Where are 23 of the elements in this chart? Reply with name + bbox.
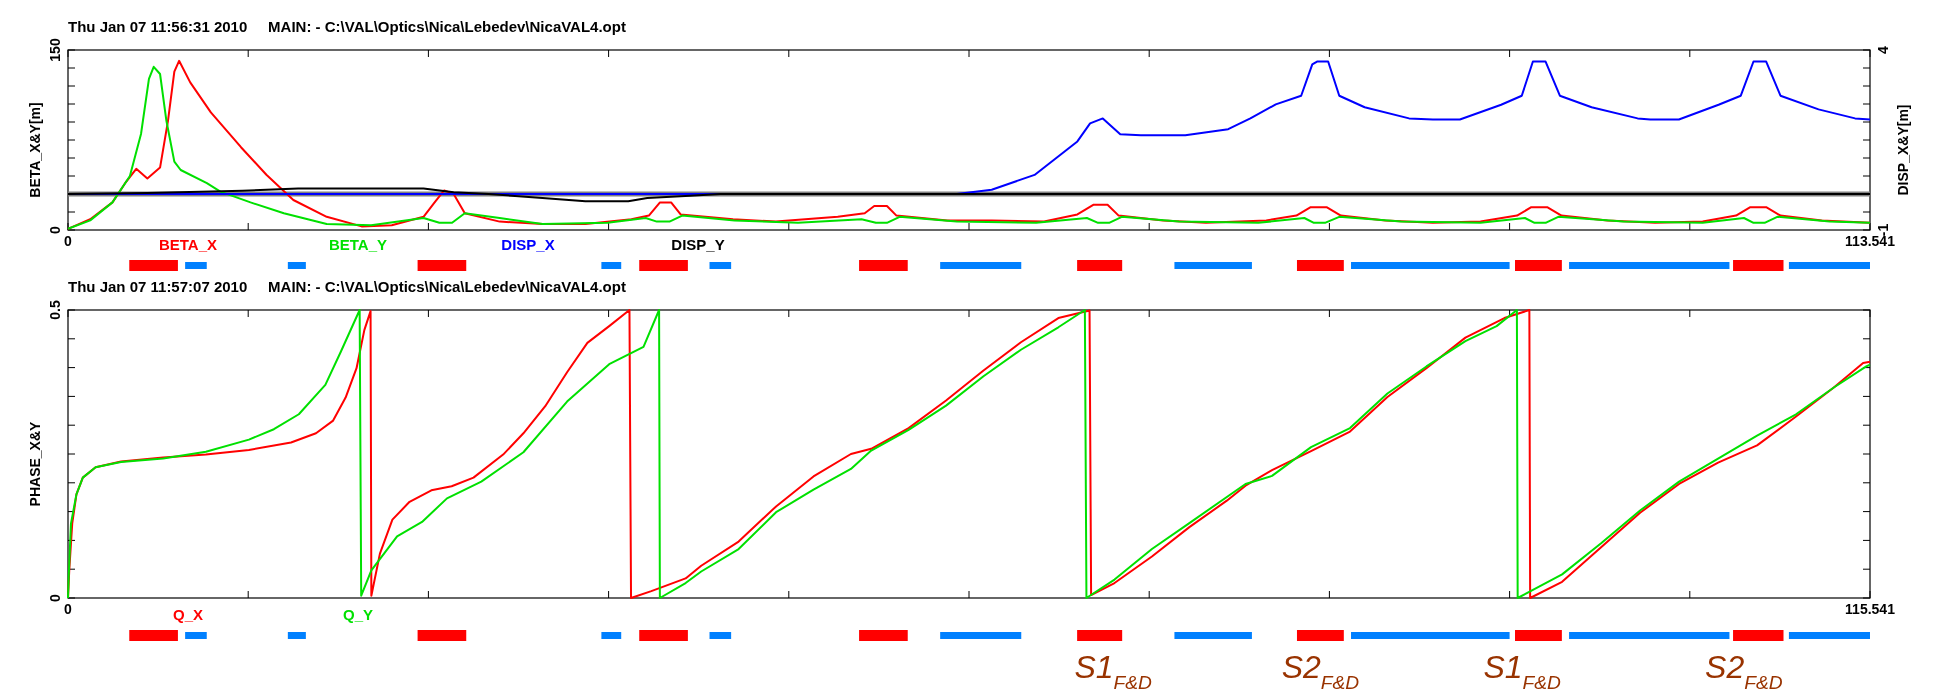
- line-series: [67, 309, 1871, 599]
- text: S1$_{F&D}$: [1483, 649, 1562, 693]
- text: DISP_X: [501, 236, 555, 253]
- y-tick-label: 0: [47, 225, 63, 234]
- series-label: Q_Y: [342, 606, 374, 623]
- y2-tick-label: 4: [1875, 45, 1891, 54]
- y-axis-title: BETA_X&Y[m]: [27, 102, 43, 198]
- text: DISP_Y: [671, 236, 725, 253]
- y-tick-label: 150: [47, 38, 63, 62]
- text: Q_X: [172, 606, 204, 623]
- y-tick-label: 0.5: [47, 300, 63, 320]
- y-tick-label: 0: [47, 593, 63, 602]
- text: S2$_{F&D}$: [1281, 649, 1360, 693]
- x-tick-label: 115.541: [1845, 601, 1896, 617]
- series-label: BETA_Y: [328, 236, 388, 253]
- text: S1$_{F&D}$: [1074, 649, 1153, 693]
- chart-title: Thu Jan 07 11:57:07 2010 MAIN: - C:\VAL\Optics\Nica\Lebedev\NicaVAL4.opt: [68, 278, 626, 295]
- text: BETA_X: [158, 236, 218, 253]
- text: S2$_{F&D}$: [1705, 649, 1783, 693]
- y2-tick-label: -1: [1875, 223, 1891, 237]
- chart-title: Thu Jan 07 11:56:31 2010 MAIN: - C:\VAL\Optics\Nica\Lebedev\NicaVAL4.opt: [68, 18, 626, 35]
- y2-axis-title: DISP_X&Y[m]: [1895, 104, 1911, 196]
- y-axis-title: PHASE_X&Y: [27, 420, 43, 507]
